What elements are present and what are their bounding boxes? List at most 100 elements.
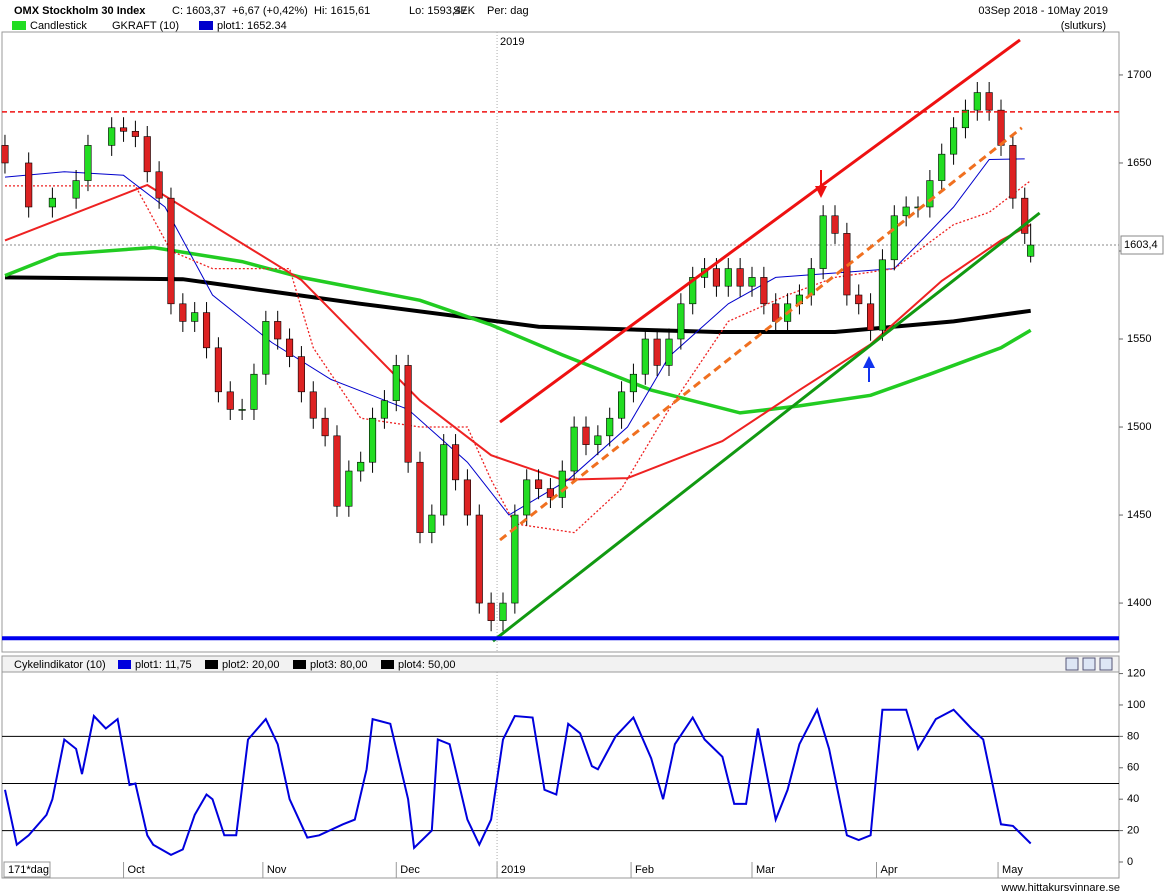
candle-body bbox=[926, 180, 934, 208]
candle-body bbox=[463, 479, 471, 516]
candle-body bbox=[214, 347, 222, 393]
candle-body bbox=[629, 373, 637, 393]
candle-body bbox=[582, 426, 590, 445]
trend-line bbox=[491, 211, 1041, 643]
candle-body bbox=[428, 514, 436, 533]
x-tick-label: May bbox=[1002, 864, 1023, 876]
candle-body bbox=[297, 356, 305, 393]
info: Per: dag bbox=[487, 5, 529, 17]
candle-body bbox=[108, 127, 116, 146]
moving-average bbox=[4, 245, 1032, 415]
y-tick-label: 1700 bbox=[1127, 69, 1151, 81]
candle-body bbox=[487, 602, 495, 621]
y-tick-label: 80 bbox=[1127, 730, 1139, 742]
candle-body bbox=[25, 162, 33, 208]
candle-body bbox=[712, 268, 720, 287]
candle-body bbox=[285, 338, 294, 357]
legend-swatch bbox=[118, 660, 131, 669]
candle-body bbox=[155, 171, 163, 199]
candle-body bbox=[404, 365, 412, 463]
candle-body bbox=[961, 109, 970, 129]
candle-body bbox=[653, 338, 661, 366]
candle-body bbox=[677, 303, 685, 340]
legend-swatch bbox=[205, 660, 218, 669]
chart-title: OMX Stockholm 30 Index bbox=[14, 5, 146, 17]
icon[interactable] bbox=[1082, 657, 1096, 671]
candle-body bbox=[262, 321, 270, 375]
footer: www.hittakursvinnare.se bbox=[1000, 882, 1120, 894]
candle-body bbox=[819, 215, 827, 269]
candle-body bbox=[48, 197, 56, 208]
arrow bbox=[815, 186, 827, 198]
candle-body bbox=[440, 444, 448, 516]
y-tick-label: 0 bbox=[1127, 856, 1133, 868]
candle-body bbox=[451, 444, 460, 481]
candle-body bbox=[143, 136, 151, 173]
candle-body bbox=[867, 303, 875, 331]
candle-body bbox=[855, 294, 863, 305]
candle-body bbox=[499, 602, 507, 621]
candle-body bbox=[250, 373, 258, 410]
indicator-title: Cykelindikator (10) bbox=[14, 659, 106, 671]
period: 03Sep 2018 - 10May 2019 bbox=[978, 5, 1108, 17]
x-tick-label: Dec bbox=[400, 864, 420, 876]
candle-body bbox=[345, 470, 353, 507]
legend-label: Candlestick bbox=[30, 20, 87, 32]
candle-body bbox=[689, 277, 697, 305]
candle-body bbox=[84, 145, 92, 181]
candle-body bbox=[807, 268, 815, 296]
candle-body bbox=[274, 321, 282, 340]
candle-body bbox=[309, 391, 317, 419]
indicator-frame bbox=[1, 671, 1120, 879]
candle-body bbox=[321, 417, 329, 437]
candle-body bbox=[890, 215, 898, 261]
legend-label: plot1: 1652.34 bbox=[217, 20, 287, 32]
candle-body bbox=[594, 435, 602, 445]
y-tick-label: 20 bbox=[1127, 824, 1139, 836]
candle-body bbox=[131, 130, 139, 137]
main-frame bbox=[1, 31, 1120, 653]
candle-body bbox=[380, 400, 388, 419]
candle-body bbox=[618, 391, 626, 419]
moving-average bbox=[4, 183, 1032, 481]
y-tick-label: 120 bbox=[1127, 667, 1145, 679]
candle-body bbox=[1021, 197, 1029, 234]
candle-body bbox=[665, 338, 673, 366]
candle-body bbox=[736, 268, 744, 287]
y-tick-label: 1500 bbox=[1127, 421, 1151, 433]
info: Hi: 1615,61 bbox=[314, 5, 370, 17]
x-tick-label: Nov bbox=[267, 864, 287, 876]
candle-body bbox=[558, 470, 566, 498]
y-tick-label: 1650 bbox=[1127, 157, 1151, 169]
candle-body bbox=[357, 461, 365, 472]
y-tick-label: 1400 bbox=[1127, 597, 1151, 609]
year-label: 2019 bbox=[500, 36, 524, 48]
candle-body bbox=[724, 268, 732, 287]
candle-body bbox=[748, 277, 756, 287]
candle-body bbox=[191, 312, 199, 322]
y-tick-label: 40 bbox=[1127, 793, 1139, 805]
candle-body bbox=[878, 259, 886, 331]
legend-label: plot1: 11,75 bbox=[135, 659, 192, 671]
trend-line bbox=[499, 126, 1023, 542]
icon[interactable] bbox=[1099, 657, 1113, 671]
arrow bbox=[863, 356, 875, 368]
candle-body bbox=[546, 488, 554, 498]
icon[interactable] bbox=[1065, 657, 1079, 671]
info: SEK bbox=[453, 5, 476, 17]
candle-body bbox=[902, 206, 910, 217]
candle-body bbox=[475, 514, 483, 604]
legend-swatch bbox=[381, 660, 394, 669]
candle-body bbox=[72, 180, 80, 199]
candle-body bbox=[202, 312, 211, 349]
legend-label: plot3: 80,00 bbox=[310, 659, 368, 671]
last-price-label: 1603,4 bbox=[1124, 239, 1158, 251]
candle-body bbox=[523, 479, 531, 516]
candle-body bbox=[226, 391, 234, 410]
candle-body bbox=[1, 145, 9, 164]
legend-label: plot2: 20,00 bbox=[222, 659, 280, 671]
candle-body bbox=[641, 338, 649, 375]
period-note: (slutkurs) bbox=[1061, 20, 1106, 32]
y-tick-label: 100 bbox=[1127, 699, 1145, 711]
